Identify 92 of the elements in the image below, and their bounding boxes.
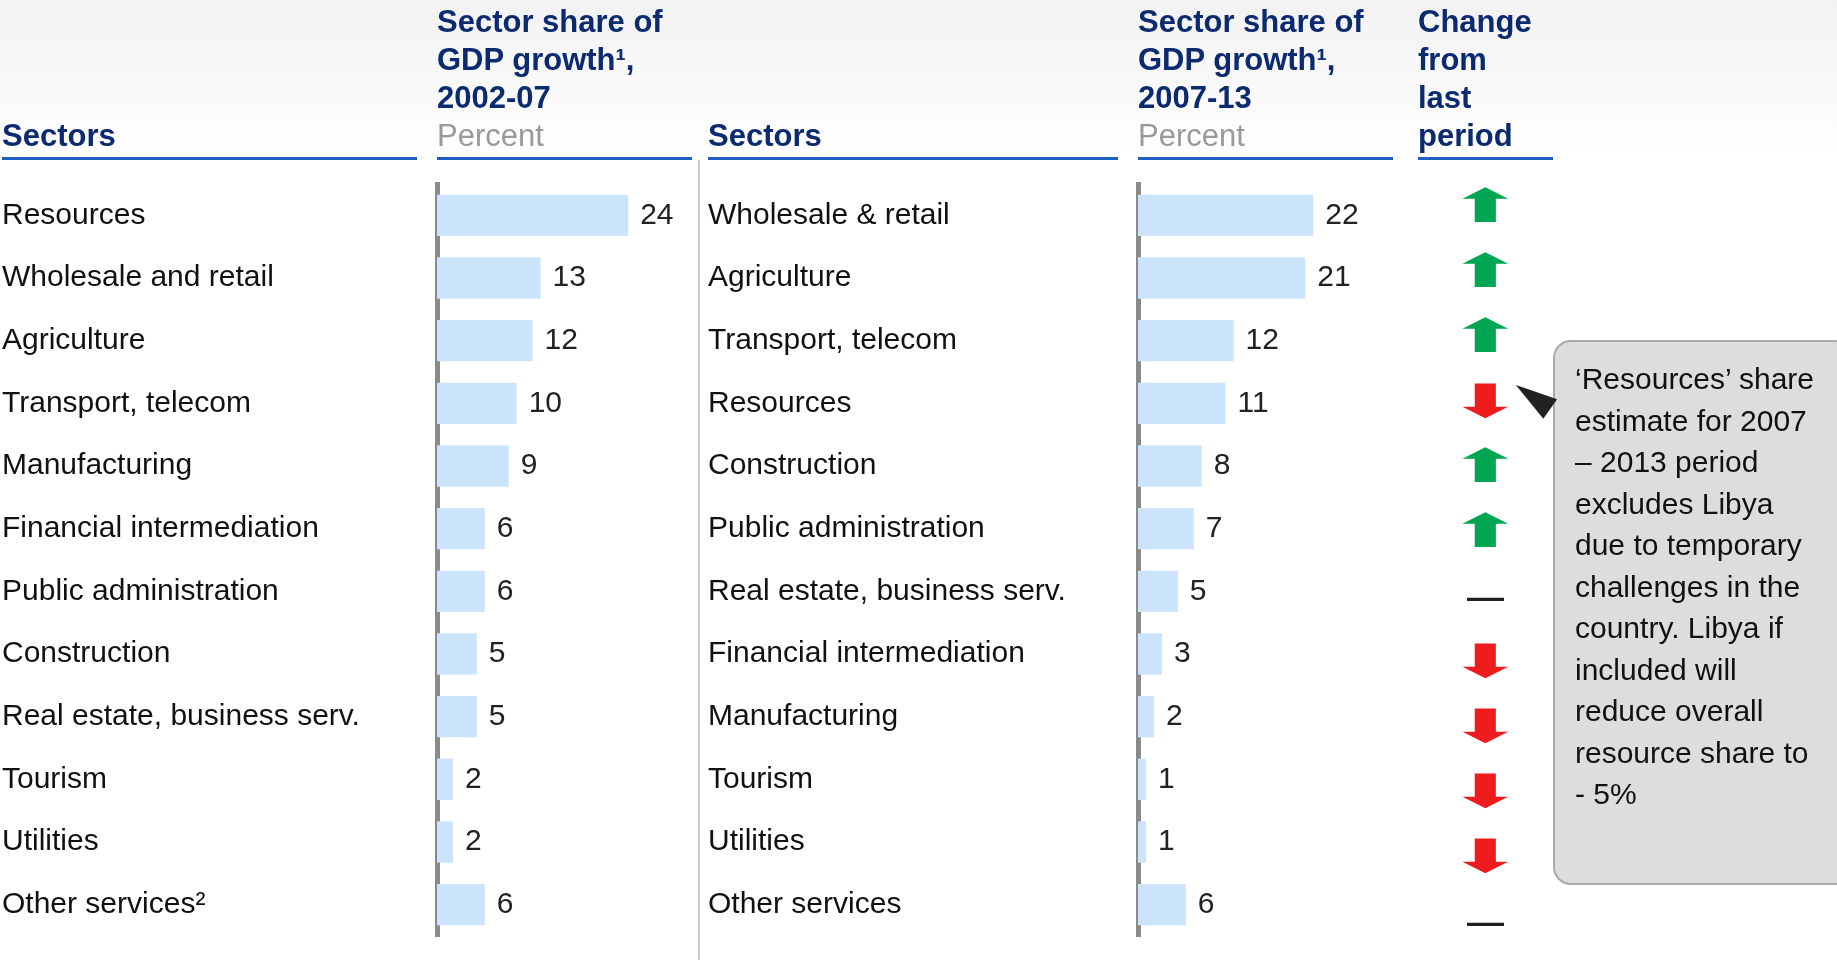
bar [1138,633,1162,675]
text: ⬆ [1446,503,1525,558]
bar [437,382,517,425]
text: ⬇ [1446,763,1525,818]
y-tick-label: Construction [2,635,171,669]
bar [1138,883,1186,926]
y-tick-label: Other services [708,885,902,919]
bar [437,695,477,738]
y-tick-label: Financial intermediation [2,509,319,543]
y-tick-label: Resources [2,196,146,230]
text: ⬆ [1446,243,1525,298]
text: ⬆ [1446,438,1525,493]
bar [437,758,453,801]
y-tick-label: Construction [708,447,877,481]
y-tick-label: Resources [708,384,852,418]
text: ⬇ [1446,373,1525,428]
chart-title: Sector share of GDP growth¹, 2007-13 [1138,3,1365,117]
data-label: 22 [1325,196,1359,230]
chart-subtitle: Percent [1138,117,1246,155]
text: ⬇ [1446,633,1525,688]
data-label: 5 [488,697,506,731]
text: – [1462,568,1509,623]
data-label: 1 [1157,760,1175,794]
y-tick-label: Wholesale and retail [2,259,274,293]
bar [437,445,509,487]
bar [1138,570,1178,613]
data-label: 6 [496,509,514,543]
y-tick-label: Manufacturing [708,697,899,731]
y-tick-label: Tourism [708,760,814,794]
y-tick-label: Other services² [2,885,206,919]
data-label: 1 [1157,823,1175,857]
data-label: 21 [1317,259,1351,293]
y-axis-title: Sectors [2,117,117,155]
data-label: 11 [1237,384,1269,418]
data-label: 12 [1245,321,1279,355]
bar [437,821,453,863]
y-tick-label: Utilities [2,823,99,857]
data-label: 2 [1165,697,1183,731]
bar [437,507,485,550]
bar [1138,821,1146,863]
text: – [1462,893,1509,948]
y-tick-label: Transport, telecom [708,321,957,355]
bar [1138,445,1202,487]
y-tick-label: Real estate, business serv. [708,572,1066,606]
bar [437,319,533,362]
y-tick-label: Wholesale & retail [708,196,950,230]
bar [1138,382,1226,425]
y-tick-label: Real estate, business serv. [2,697,360,731]
bar [437,194,629,237]
bar [437,633,477,675]
text: ⬇ [1446,698,1525,753]
data-label: 6 [496,572,514,606]
data-label: 2 [464,760,482,794]
data-label: 7 [1205,509,1223,543]
bar [1138,319,1234,362]
text: Change from last period [1418,3,1533,155]
text: ⬆ [1446,308,1525,363]
data-label: 9 [520,447,538,481]
data-label: 10 [528,384,563,418]
text: ⬆ [1446,178,1525,233]
y-tick-label: Utilities [708,823,805,857]
bar [1138,257,1306,299]
y-axis-title: Sectors [708,117,823,155]
text: ⬇ [1446,828,1525,883]
y-tick-label: Agriculture [708,259,852,293]
data-label: 5 [1189,572,1207,606]
y-tick-label: Manufacturing [2,447,193,481]
y-tick-label: Financial intermediation [708,635,1025,669]
data-label: 8 [1213,447,1231,481]
data-label: 24 [640,196,674,230]
data-label: 2 [464,823,482,857]
y-tick-label: Public administration [2,572,279,606]
data-label: 3 [1173,635,1191,669]
data-label: 12 [544,321,578,355]
bar [437,883,485,926]
data-label: 6 [496,885,514,919]
data-label: 5 [488,635,506,669]
data-label: 13 [552,259,586,293]
y-tick-label: Transport, telecom [2,384,251,418]
y-tick-label: Public administration [708,509,985,543]
bar [437,570,485,613]
y-tick-label: Agriculture [2,321,146,355]
chart-subtitle: Percent [437,117,545,155]
bar [1138,758,1146,801]
bar [1138,194,1314,237]
chart-title: Sector share of GDP growth¹, 2002-07 [437,3,664,117]
y-tick-label: Tourism [2,760,108,794]
bar [1138,695,1154,738]
text: ‘Resources’ share estimate for 2007 – 2013 period excludes Libya due to temporary challenges in the country. Libya if included will reduce overall resource share to - 5% [1575,362,1814,810]
bar [1138,507,1194,550]
data-label: 6 [1197,885,1215,919]
bar [437,257,541,299]
